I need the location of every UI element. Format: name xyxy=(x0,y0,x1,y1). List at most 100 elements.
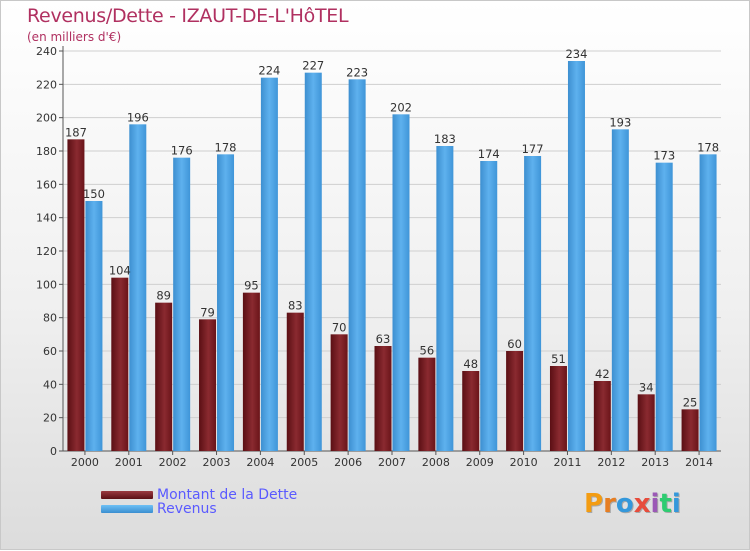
bar-revenue xyxy=(480,161,498,451)
bar-debt xyxy=(593,381,611,451)
data-label-revenue: 178 xyxy=(215,140,237,154)
x-tick-label: 2005 xyxy=(290,456,318,469)
legend-swatch-revenue xyxy=(101,505,153,513)
bar-debt xyxy=(418,357,436,451)
legend-item-debt: Montant de la Dette xyxy=(101,487,298,503)
x-tick-label: 2010 xyxy=(510,456,538,469)
logo-letter: o xyxy=(615,489,634,519)
x-tick-label: 2004 xyxy=(246,456,274,469)
bar-revenue xyxy=(436,146,454,451)
legend-swatch-debt xyxy=(101,491,153,499)
bar-debt xyxy=(199,319,217,451)
bar-debt xyxy=(330,334,348,451)
bar-revenue xyxy=(217,154,235,452)
legend-label-debt: Montant de la Dette xyxy=(157,487,298,503)
bar-revenue xyxy=(567,61,585,451)
x-tick-label: 2008 xyxy=(422,456,450,469)
gridlines xyxy=(63,50,721,419)
data-label-revenue: 150 xyxy=(83,187,105,201)
y-tick-label: 100 xyxy=(36,278,57,291)
data-label-debt: 51 xyxy=(551,352,566,366)
bar-revenue xyxy=(655,162,673,451)
data-label-debt: 95 xyxy=(244,279,259,293)
data-label-revenue: 176 xyxy=(171,144,193,158)
data-label-debt: 187 xyxy=(65,125,87,139)
data-label-revenue: 223 xyxy=(346,65,368,79)
axes: 0 20 40 60 80 100 120 140 160 180 200 220 240 2000 200… xyxy=(36,45,721,469)
bar-debt xyxy=(67,139,85,452)
data-label-debt: 104 xyxy=(109,264,131,278)
data-label-revenue: 224 xyxy=(258,64,280,78)
bar-debt xyxy=(681,409,699,451)
data-labels: 187 150 104 196 89 176 79 178 95 224 83 227 70 223 63 2… xyxy=(65,47,719,409)
data-label-revenue: 234 xyxy=(565,47,587,61)
y-tick-label: 0 xyxy=(50,445,57,458)
legend-item-revenue: Revenus xyxy=(101,501,217,517)
data-label-revenue: 173 xyxy=(653,149,675,163)
data-label-debt: 79 xyxy=(200,305,215,319)
x-tick-label: 2001 xyxy=(115,456,143,469)
y-tick-label: 40 xyxy=(43,378,57,391)
data-label-debt: 89 xyxy=(156,289,171,303)
data-label-debt: 48 xyxy=(463,357,478,371)
legend-label-revenue: Revenus xyxy=(157,501,217,517)
logo-letter: r xyxy=(603,489,616,519)
logo-letter: x xyxy=(633,489,651,519)
bar-debt xyxy=(506,351,524,451)
bar-debt xyxy=(111,277,129,451)
data-label-revenue: 193 xyxy=(609,115,631,129)
bar-revenue xyxy=(85,201,103,451)
chart-subtitle: (en milliers d'€) xyxy=(27,30,122,44)
y-tick-label: 240 xyxy=(36,45,57,58)
y-tick-label: 60 xyxy=(43,345,57,358)
data-label-revenue: 183 xyxy=(434,132,456,146)
bar-revenue xyxy=(260,77,278,452)
bars xyxy=(67,61,717,452)
x-tick-label: 2012 xyxy=(597,456,625,469)
y-tick-label: 20 xyxy=(43,412,57,425)
data-label-debt: 25 xyxy=(683,395,698,409)
logo-letter: t xyxy=(659,489,672,519)
y-tick-label: 220 xyxy=(36,78,57,91)
data-label-debt: 83 xyxy=(288,299,303,313)
bar-revenue xyxy=(348,79,366,451)
data-label-revenue: 177 xyxy=(522,142,544,156)
bar-revenue xyxy=(173,157,191,451)
bar-revenue xyxy=(524,156,542,451)
x-tick-label: 2006 xyxy=(334,456,362,469)
bar-revenue xyxy=(611,129,629,452)
data-label-revenue: 202 xyxy=(390,100,412,114)
y-tick-label: 180 xyxy=(36,145,57,158)
bar-debt xyxy=(374,346,392,451)
chart-title: Revenus/Dette - IZAUT-DE-L'HôTEL xyxy=(27,5,349,27)
data-label-debt: 70 xyxy=(332,320,347,334)
data-label-debt: 56 xyxy=(420,344,435,358)
bar-debt xyxy=(549,366,567,451)
y-tick-label: 200 xyxy=(36,112,57,125)
x-tick-label: 2003 xyxy=(203,456,231,469)
proxiti-logo: Proxiti xyxy=(584,489,681,519)
data-label-revenue: 196 xyxy=(127,110,149,124)
x-tick-label: 2014 xyxy=(685,456,713,469)
bar-debt xyxy=(462,371,480,451)
y-tick-label: 140 xyxy=(36,212,57,225)
data-label-debt: 63 xyxy=(376,332,391,346)
bar-revenue xyxy=(699,154,717,452)
x-tick-label: 2002 xyxy=(159,456,187,469)
bar-debt xyxy=(286,312,304,451)
y-tick-label: 160 xyxy=(36,178,57,191)
data-label-debt: 34 xyxy=(639,380,654,394)
data-label-debt: 42 xyxy=(595,367,610,381)
data-label-debt: 60 xyxy=(507,337,522,351)
data-label-revenue: 178 xyxy=(697,140,719,154)
bar-revenue xyxy=(392,114,410,451)
bar-revenue xyxy=(304,72,322,452)
logo-letter: i xyxy=(671,489,681,519)
x-tick-label: 2013 xyxy=(641,456,669,469)
bar-debt xyxy=(637,394,655,451)
logo-letter: P xyxy=(584,489,604,519)
y-tick-label: 120 xyxy=(36,245,57,258)
data-label-revenue: 174 xyxy=(478,147,500,161)
